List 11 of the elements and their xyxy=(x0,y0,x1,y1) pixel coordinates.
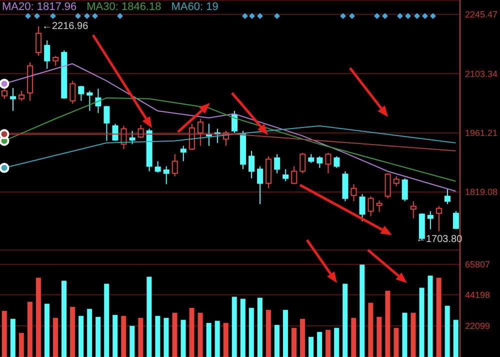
y-tick-label: 22099 xyxy=(465,321,490,332)
y-tick-label: 44198 xyxy=(465,290,490,300)
y-tick-label: 2245.47 xyxy=(465,10,498,20)
y-tick-label: 65807 xyxy=(465,260,490,270)
text: MA20: 1817.96 xyxy=(2,1,77,13)
y-tick-label: 2103.34 xyxy=(465,68,498,79)
y-tick-label: 1819.08 xyxy=(465,187,498,198)
text: MA30: 1846.18 xyxy=(86,1,162,13)
text: MA60: 19 xyxy=(171,1,218,13)
annotation: ←2216.96 xyxy=(41,21,90,32)
y-tick-label: 1961.21 xyxy=(465,128,498,138)
